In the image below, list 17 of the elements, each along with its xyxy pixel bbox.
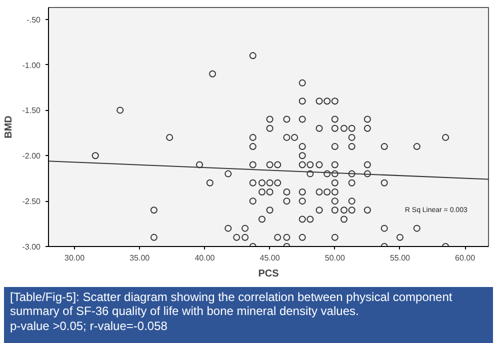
y-tick-label: -3.00 bbox=[22, 242, 42, 252]
x-tick-label: 50.00 bbox=[324, 254, 346, 262]
y-tick-label: -.50 bbox=[26, 15, 42, 24]
x-tick-label: 35.00 bbox=[130, 254, 150, 262]
y-tick-label: -1.50 bbox=[22, 106, 42, 116]
x-tick-label: 30.00 bbox=[64, 254, 86, 262]
y-tick-label: -1.00 bbox=[22, 60, 42, 70]
x-axis-title: PCS bbox=[258, 268, 280, 280]
x-tick-label: 55.00 bbox=[390, 254, 411, 262]
x-tick-label: 40.00 bbox=[194, 254, 216, 262]
text: [Table/Fig-5]: Scatter diagram showing the correlation between physical component summary of SF-36 quality of life with bone mineral density values. bbox=[10, 290, 454, 319]
y-axis-title: BMD bbox=[3, 116, 14, 138]
x-tick-label: 60.00 bbox=[455, 254, 476, 262]
y-tick-label: -2.50 bbox=[22, 197, 42, 206]
text: p-value >0.05; r-value=-0.058 bbox=[10, 318, 168, 334]
y-tick-label: -2.00 bbox=[22, 152, 42, 161]
x-tick-label: 45.00 bbox=[260, 254, 280, 262]
